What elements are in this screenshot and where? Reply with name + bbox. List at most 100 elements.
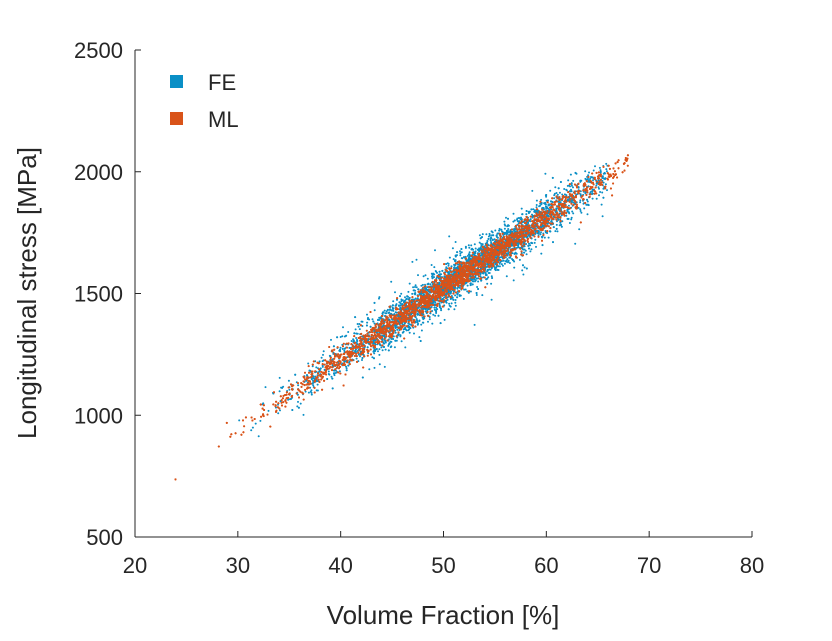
data-point	[599, 171, 602, 174]
data-point	[467, 259, 470, 261]
data-point	[361, 357, 364, 359]
data-point	[318, 360, 321, 363]
data-point	[473, 323, 476, 326]
data-point	[251, 426, 254, 429]
data-point	[516, 217, 519, 220]
data-point	[508, 262, 511, 264]
data-point	[416, 297, 419, 300]
data-point	[551, 176, 554, 179]
data-point	[545, 207, 548, 210]
data-point	[315, 389, 318, 392]
data-point	[385, 312, 388, 315]
data-point	[512, 279, 515, 282]
data-point	[434, 314, 437, 317]
data-point	[436, 308, 439, 311]
data-point	[343, 347, 346, 350]
data-point	[278, 390, 281, 393]
data-point	[538, 205, 541, 208]
data-point	[525, 210, 528, 212]
data-point	[394, 291, 396, 294]
data-point	[422, 307, 425, 310]
data-point	[458, 286, 461, 289]
data-point	[438, 281, 441, 284]
data-point	[411, 260, 414, 263]
data-point	[366, 321, 369, 324]
data-point	[418, 336, 421, 339]
data-point	[387, 311, 390, 314]
data-point	[379, 344, 382, 347]
data-point	[477, 280, 480, 283]
data-point	[414, 297, 417, 300]
data-point	[528, 242, 530, 245]
data-point	[339, 346, 342, 349]
data-point	[496, 232, 499, 235]
data-point	[561, 193, 564, 196]
data-point	[445, 263, 448, 265]
data-point	[250, 429, 253, 432]
data-point	[395, 303, 398, 306]
data-point	[524, 249, 527, 252]
data-point	[571, 210, 574, 213]
data-point	[354, 328, 357, 331]
data-point	[371, 356, 374, 359]
data-point	[463, 256, 465, 259]
data-point	[602, 187, 605, 190]
data-point	[436, 271, 438, 274]
data-point	[278, 376, 281, 379]
data-point	[570, 182, 573, 185]
data-point	[595, 184, 598, 187]
data-point	[552, 226, 555, 229]
data-point	[540, 235, 543, 238]
data-point	[459, 254, 462, 257]
data-point	[579, 201, 582, 204]
data-point	[341, 335, 344, 338]
data-point	[518, 217, 520, 219]
data-point	[580, 211, 583, 214]
data-point	[493, 238, 496, 241]
data-point	[343, 349, 346, 352]
data-point	[297, 384, 300, 387]
data-point	[387, 349, 390, 352]
data-point	[466, 284, 469, 287]
data-point	[530, 208, 533, 211]
data-point	[527, 222, 530, 225]
data-point	[570, 218, 573, 221]
data-point	[604, 183, 607, 186]
data-point	[416, 319, 419, 322]
data-point	[352, 339, 355, 342]
data-point	[345, 334, 348, 337]
data-point	[472, 280, 475, 283]
data-point	[302, 413, 305, 416]
data-point	[460, 248, 463, 250]
data-point	[356, 323, 359, 325]
data-point	[565, 214, 568, 217]
data-point	[468, 246, 471, 249]
data-point	[602, 181, 605, 184]
data-point	[355, 332, 358, 335]
data-point	[533, 210, 536, 213]
data-point	[342, 326, 344, 329]
data-point	[584, 192, 587, 195]
data-point	[328, 354, 331, 357]
data-point	[531, 216, 534, 219]
data-point	[396, 328, 399, 331]
data-point	[507, 228, 510, 230]
data-point	[330, 338, 332, 341]
data-point	[418, 320, 421, 322]
data-point	[394, 331, 397, 334]
data-point	[540, 198, 543, 201]
data-point	[554, 186, 557, 189]
data-point	[561, 220, 564, 223]
data-point	[584, 170, 587, 173]
data-point	[307, 391, 310, 394]
data-point	[503, 262, 506, 265]
data-point	[373, 322, 376, 325]
data-point	[411, 292, 414, 295]
data-point	[553, 197, 556, 200]
data-point	[494, 256, 497, 259]
data-point	[457, 263, 460, 266]
data-point	[506, 258, 509, 261]
data-point	[281, 386, 284, 389]
data-point	[466, 259, 468, 262]
data-point	[605, 170, 608, 173]
